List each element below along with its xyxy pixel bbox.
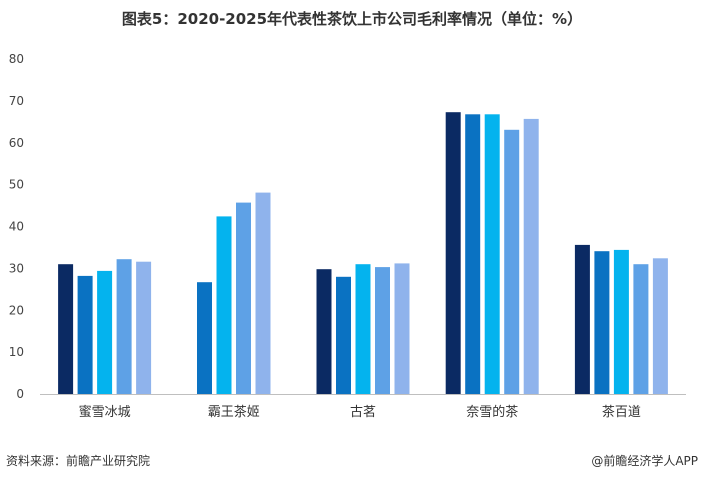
y-tick-label: 10 — [9, 345, 24, 359]
y-tick-label: 20 — [9, 303, 24, 317]
bar — [633, 264, 649, 394]
bar — [236, 202, 251, 394]
y-tick-label: 0 — [16, 387, 24, 401]
bar — [375, 267, 390, 394]
y-tick-label: 80 — [9, 52, 24, 66]
bar — [523, 118, 539, 395]
x-category-label: 古茗 — [350, 405, 376, 420]
y-tick-label: 50 — [9, 178, 24, 192]
bar — [465, 114, 481, 395]
x-category-label: 奈雪的茶 — [466, 404, 518, 420]
bar — [336, 276, 351, 395]
x-category-label: 霸王茶姬 — [208, 404, 260, 420]
bar — [97, 270, 113, 394]
x-category-label: 蜜雪冰城 — [79, 405, 131, 420]
bar — [504, 129, 520, 395]
chart-title: 图表5：2020-2025年代表性茶饮上市公司毛利率情况（单位：%） — [121, 10, 583, 28]
bar — [197, 282, 212, 394]
bars-layer — [58, 112, 668, 395]
bar — [255, 192, 271, 394]
bar — [58, 264, 74, 394]
bar — [394, 263, 410, 394]
y-tick-label: 60 — [9, 136, 24, 150]
bar — [355, 264, 371, 394]
x-category-label: 茶百道 — [602, 404, 641, 420]
bar — [484, 114, 500, 395]
bar — [116, 259, 132, 394]
brand-note: @前瞻经济学人APP — [591, 454, 698, 468]
bar — [613, 249, 629, 394]
axis-layer: 0 10 20 30 40 50 60 70 80 — [9, 52, 686, 401]
bar — [136, 261, 152, 394]
bar — [216, 216, 232, 394]
source-note: 资料来源：前瞻产业研究院 — [6, 454, 151, 468]
bar — [77, 275, 93, 394]
bar — [652, 258, 668, 394]
bar — [445, 112, 461, 394]
bar — [316, 269, 332, 394]
y-tick-label: 30 — [9, 261, 24, 275]
labels-layer: 蜜雪冰城 霸王茶姬 古茗 奈雪的茶 茶百道 — [79, 404, 641, 420]
bar — [594, 251, 610, 394]
y-tick-label: 70 — [9, 94, 24, 108]
y-tick-label: 40 — [9, 220, 24, 234]
bar — [574, 244, 590, 394]
